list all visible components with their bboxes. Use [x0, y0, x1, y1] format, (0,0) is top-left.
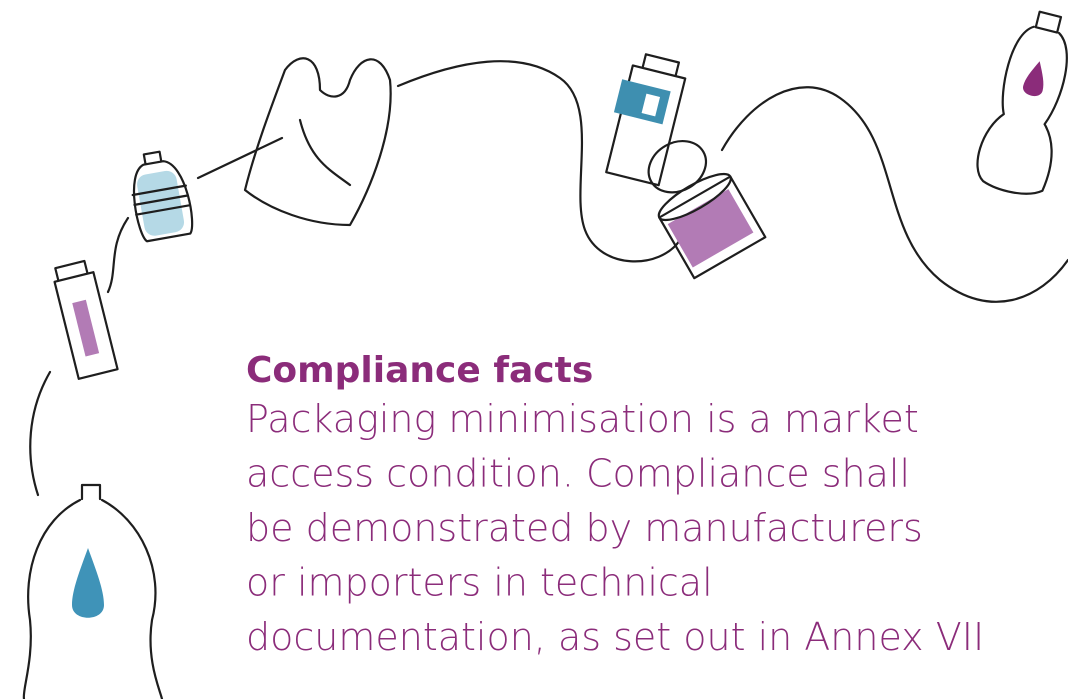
- infographic: Compliance facts Packaging minimisation …: [0, 0, 1068, 699]
- body-line: or importers in technical: [246, 561, 713, 605]
- heading: Compliance facts: [246, 350, 593, 391]
- body-line: Packaging minimisation is a market: [246, 397, 919, 441]
- bottle: [972, 6, 1068, 200]
- body-line: documentation, as set out in Annex VII: [246, 615, 984, 659]
- can: [630, 125, 766, 278]
- bottle: [24, 485, 162, 699]
- string: [198, 138, 282, 178]
- spray-can: [51, 260, 117, 379]
- string: [30, 372, 50, 495]
- bag: [245, 58, 391, 225]
- body-line: access condition. Compliance shall: [246, 452, 910, 496]
- tube: [599, 50, 688, 185]
- string: [108, 218, 128, 292]
- jug: [126, 148, 195, 242]
- body-text: Packaging minimisation is a market access…: [246, 397, 984, 659]
- string: [722, 87, 1068, 302]
- body-line: be demonstrated by manufacturers: [246, 506, 923, 550]
